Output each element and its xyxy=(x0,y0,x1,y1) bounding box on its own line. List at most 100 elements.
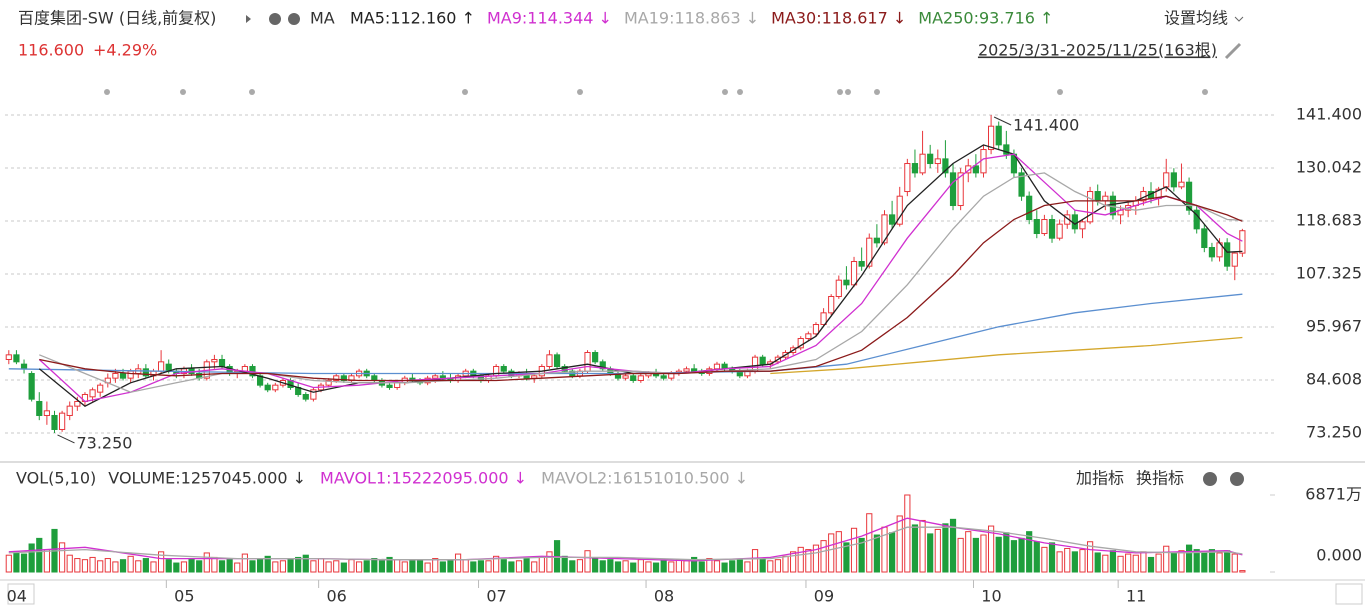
volume-bar xyxy=(1033,541,1040,573)
candle-body xyxy=(1041,219,1048,235)
candle-body xyxy=(1163,172,1170,188)
candle-body xyxy=(957,172,964,207)
dropdown-icon[interactable] xyxy=(1234,16,1244,22)
x-tick-label: 05 xyxy=(174,587,194,606)
volume-bar xyxy=(1026,531,1033,573)
volume-bar xyxy=(508,561,515,573)
date-range[interactable]: 2025/3/31-2025/11/25(163根) xyxy=(978,41,1217,60)
pin-icon[interactable] xyxy=(1224,42,1242,60)
candle-body xyxy=(812,324,820,335)
candle-body xyxy=(691,368,698,372)
volume-bar xyxy=(729,560,736,573)
candle-body xyxy=(927,153,934,165)
volume-bar xyxy=(790,551,797,573)
switch-indicator[interactable]: 换指标 xyxy=(1136,469,1184,488)
expand-icon[interactable] xyxy=(246,15,251,23)
candle-body xyxy=(995,125,1002,146)
volume-bar xyxy=(43,549,50,573)
volume-title: VOL(5,10) xyxy=(16,469,96,488)
candle-body xyxy=(386,384,393,388)
ma-line xyxy=(8,526,1243,561)
volume-bar xyxy=(942,523,949,573)
volume-bar xyxy=(1201,551,1208,573)
volume-bar xyxy=(81,559,89,573)
volume-bar xyxy=(569,560,576,573)
candle-body xyxy=(904,163,911,193)
volume-bar xyxy=(911,524,919,573)
volume-bar xyxy=(972,537,979,573)
y-tick-label: 95.967 xyxy=(1306,316,1362,335)
settings-link[interactable]: 设置均线 xyxy=(1164,9,1228,28)
volume-bar xyxy=(256,558,264,573)
candle-body xyxy=(949,172,957,207)
volume-bar xyxy=(721,562,728,573)
volume-bar xyxy=(325,561,332,573)
volume-bar xyxy=(28,543,35,573)
volume-bar xyxy=(515,560,523,573)
volume-bar xyxy=(660,560,667,573)
y-tick-label: 141.400 xyxy=(1296,105,1362,124)
scroll-left[interactable] xyxy=(7,583,35,605)
candle-body xyxy=(1201,228,1208,249)
annotation-arrow xyxy=(993,116,1012,126)
volume-bar xyxy=(1117,555,1124,573)
volume-bar xyxy=(287,559,294,573)
candle-body xyxy=(820,312,827,326)
candle-body xyxy=(934,158,941,165)
ma-label: MA xyxy=(310,9,335,28)
volume-bar xyxy=(66,554,73,573)
y-tick-label: 84.608 xyxy=(1306,369,1362,388)
candle-body xyxy=(660,375,667,379)
volume-bar xyxy=(675,559,682,573)
volume-bar xyxy=(1109,550,1117,573)
candle-body xyxy=(20,363,28,370)
candle-body xyxy=(500,365,507,372)
volume-bar xyxy=(386,556,393,573)
settings-icon[interactable] xyxy=(269,13,281,25)
volume-bar xyxy=(1102,554,1109,573)
close-icon[interactable] xyxy=(288,13,300,25)
legend-item: MAVOL1:15222095.000 ↓ xyxy=(320,469,527,488)
event-markers xyxy=(104,89,1208,95)
volume-bar xyxy=(531,561,538,573)
volume-bar xyxy=(988,525,995,573)
candle-body xyxy=(218,358,226,367)
candle-body xyxy=(622,375,629,379)
candle-body xyxy=(1231,252,1238,267)
candle-body xyxy=(1170,172,1177,188)
candle-body xyxy=(211,358,218,363)
scroll-right[interactable] xyxy=(1335,583,1363,605)
candle-body xyxy=(988,125,995,151)
x-tick-label: 07 xyxy=(486,587,506,606)
volume-bar xyxy=(135,560,142,573)
volume-bar xyxy=(957,537,964,573)
volume-bar xyxy=(1140,551,1147,573)
volume-bar xyxy=(295,556,302,573)
volume-bar xyxy=(470,561,477,573)
volume-bar xyxy=(1086,541,1094,573)
volume-bar xyxy=(203,552,210,573)
legend-item: MA5:112.160 ↑ xyxy=(350,9,475,28)
indicator-settings-icon[interactable] xyxy=(1203,472,1217,486)
candle-body xyxy=(310,389,317,400)
volume-bar xyxy=(59,542,66,573)
volume-bar xyxy=(432,558,439,573)
volume-bar xyxy=(630,562,637,573)
candle-body xyxy=(325,379,332,386)
volume-bar xyxy=(652,562,660,573)
volume-bar xyxy=(302,554,309,573)
candle-body xyxy=(158,361,165,372)
candle-body xyxy=(119,372,127,379)
indicator-close-icon[interactable] xyxy=(1230,472,1244,486)
candle-body xyxy=(1071,214,1078,230)
candle-body xyxy=(28,372,35,400)
add-indicator[interactable]: 加指标 xyxy=(1076,469,1124,488)
candle-body xyxy=(51,414,58,430)
volume-bar xyxy=(523,558,530,573)
volume-bar xyxy=(180,561,188,573)
x-tick-label: 06 xyxy=(326,587,346,606)
volume-bar xyxy=(454,553,462,573)
volume-bar xyxy=(713,560,721,573)
candle-body xyxy=(1239,230,1246,254)
volume-bar xyxy=(668,561,675,573)
